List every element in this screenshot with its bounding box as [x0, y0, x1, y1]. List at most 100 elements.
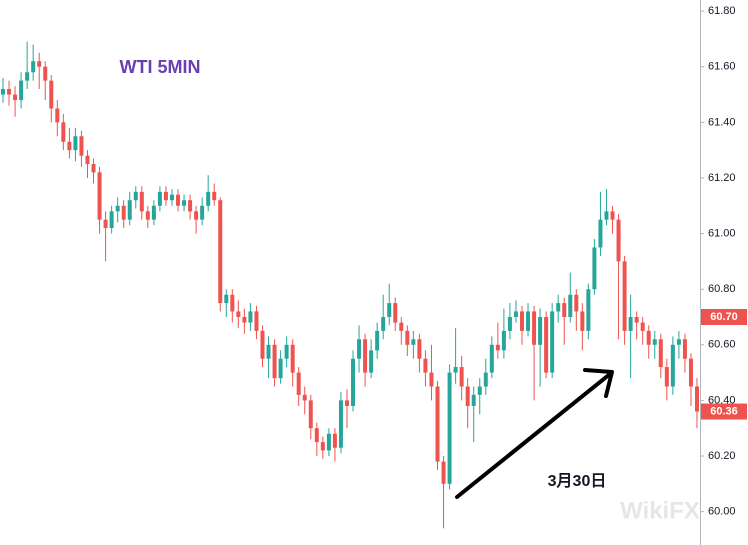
candle-body — [272, 344, 277, 379]
candle-body — [151, 205, 156, 220]
candle-body — [676, 339, 681, 345]
candle-body — [501, 330, 506, 351]
price-marker — [701, 403, 747, 420]
candle-body — [13, 94, 18, 101]
candle-body — [483, 372, 488, 387]
candle-body — [471, 394, 476, 406]
candle-body — [43, 66, 48, 81]
candle-body — [145, 211, 150, 220]
candle-body — [562, 303, 567, 317]
candle-body — [369, 350, 374, 373]
candle-body — [670, 344, 675, 387]
candle-body — [278, 358, 283, 379]
candle-body — [399, 322, 404, 331]
arrow-head — [583, 368, 614, 398]
candle-body — [97, 172, 102, 220]
candle-body — [351, 358, 356, 406]
candle-body — [435, 386, 440, 462]
candle-body — [526, 311, 531, 331]
y-tick-label: 61.00 — [708, 227, 736, 239]
candle-body — [127, 200, 132, 220]
candle-body — [652, 339, 657, 345]
candle-body — [19, 80, 24, 101]
candle-body — [592, 247, 597, 290]
candle-body — [489, 344, 494, 373]
candle-body — [363, 339, 368, 373]
candle-body — [556, 303, 561, 312]
candle-body — [224, 294, 229, 304]
candle-body — [550, 311, 555, 373]
y-tick-label: 61.80 — [708, 5, 736, 17]
candle-body — [568, 294, 573, 317]
candle-body — [441, 461, 446, 484]
watermark: WikiFX — [620, 497, 700, 524]
candle-body — [375, 330, 380, 351]
candle-body — [302, 394, 307, 401]
annotation: 3月30日 — [548, 472, 607, 490]
candle-body — [646, 330, 651, 345]
candle-body — [1, 88, 5, 95]
candle-body — [465, 386, 470, 406]
candle-body — [381, 316, 386, 331]
candle-body — [163, 191, 168, 201]
candle-body — [411, 339, 416, 345]
candle-body — [453, 367, 458, 373]
candle-body — [598, 219, 603, 248]
candle-body — [695, 386, 699, 412]
candle-body — [31, 61, 36, 73]
candle-body — [200, 205, 205, 220]
y-tick-label: 60.00 — [708, 506, 736, 518]
candle-body — [417, 339, 422, 359]
candle-body — [688, 358, 693, 387]
candle-body — [55, 108, 60, 123]
y-tick-label: 60.80 — [708, 283, 736, 295]
candle-body — [538, 316, 543, 345]
candle-body — [495, 344, 500, 351]
candle-body — [248, 311, 253, 323]
arrow-shaft — [455, 372, 612, 499]
candle-body — [314, 428, 319, 443]
y-tick-label: 61.60 — [708, 61, 736, 73]
candle-body — [67, 141, 72, 151]
candle-body — [7, 88, 12, 95]
candle-body — [139, 191, 144, 212]
candle-body — [218, 200, 223, 304]
candle-body — [393, 303, 398, 323]
candle-body — [109, 211, 114, 229]
candle-body — [236, 311, 241, 317]
candle-body — [320, 442, 325, 451]
candle-body — [169, 194, 174, 201]
candle-body — [507, 316, 512, 331]
candle-body — [616, 219, 621, 262]
candle-body — [308, 400, 313, 429]
y-tick-label: 61.20 — [708, 172, 736, 184]
candle-body — [296, 372, 301, 395]
candle-body — [79, 136, 84, 156]
candle-body — [85, 155, 90, 165]
candle-body — [338, 400, 343, 448]
candle-body — [182, 200, 187, 206]
candle-body — [290, 344, 295, 373]
candle-body — [580, 311, 585, 331]
candle-body — [206, 191, 211, 206]
candle-body — [628, 316, 633, 331]
candle-body — [157, 191, 162, 206]
candle-body — [266, 344, 271, 359]
candle-body — [284, 344, 289, 359]
candle-body — [429, 372, 434, 387]
candle-body — [634, 316, 639, 323]
candle-body — [682, 339, 687, 359]
y-tick-label: 60.40 — [708, 394, 736, 406]
candle-body — [387, 303, 392, 317]
candle-body — [532, 311, 537, 345]
candle-body — [622, 261, 627, 331]
candle-body — [459, 367, 464, 387]
candle-body — [604, 211, 609, 220]
candle-body — [37, 61, 42, 67]
candle-body — [230, 294, 235, 312]
candle-body — [242, 316, 247, 323]
price-marker-label: 60.70 — [710, 311, 738, 323]
candle-body — [254, 311, 259, 331]
candle-body — [610, 211, 615, 220]
